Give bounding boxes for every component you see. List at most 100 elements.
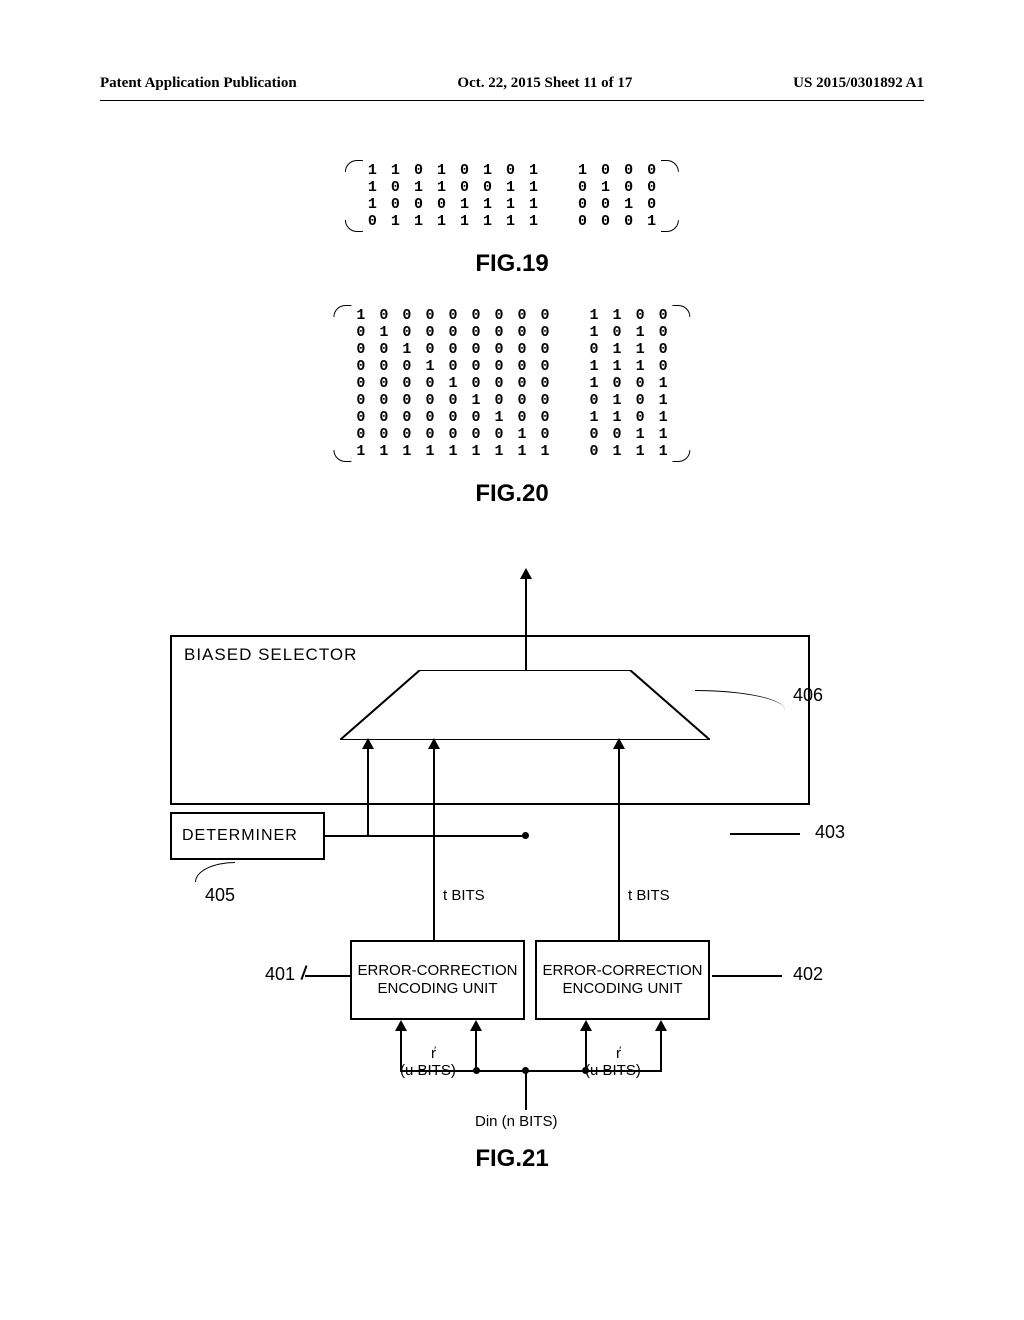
matrix-cell: 1	[659, 426, 668, 443]
matrix-row: 101100110100	[368, 179, 656, 196]
matrix-cell: 1	[613, 392, 622, 409]
biased-selector-label: BIASED SELECTOR	[184, 645, 357, 665]
matrix-cell: 0	[402, 375, 411, 392]
matrix-cell: 1	[402, 443, 411, 460]
tbits-right-label: t BITS	[628, 887, 670, 904]
matrix-cell: 0	[624, 213, 633, 230]
matrix-cell: 1	[483, 162, 492, 179]
ref-401-leader-h	[305, 975, 350, 977]
matrix-cell: 0	[402, 392, 411, 409]
matrix-cell: 0	[368, 213, 377, 230]
in-arrow-1-head	[395, 1020, 407, 1031]
ref-403: 403	[815, 822, 845, 843]
matrix-cell: 1	[379, 324, 388, 341]
matrix-cell: 1	[448, 443, 457, 460]
matrix-cell: 0	[391, 196, 400, 213]
ref-403-leader	[730, 833, 800, 835]
matrix-20: 1000000001100010000000101000100000001100…	[333, 305, 690, 462]
matrix-cell: 0	[518, 307, 527, 324]
matrix-cell: 0	[402, 324, 411, 341]
matrix-cell: 0	[471, 375, 480, 392]
matrix-cell: 0	[379, 392, 388, 409]
matrix-cell: 1	[590, 307, 599, 324]
matrix-cell: 0	[379, 358, 388, 375]
determiner-to-bus	[325, 835, 525, 837]
matrix-cell: 0	[448, 392, 457, 409]
matrix-cell: 1	[659, 443, 668, 460]
matrix-cell: 1	[391, 162, 400, 179]
fig-19-label: FIG.19	[475, 250, 548, 278]
junction-dot-1	[522, 832, 529, 839]
input-bus	[400, 1070, 662, 1072]
matrix-cell: 1	[601, 179, 610, 196]
matrix-cell: 1	[613, 409, 622, 426]
matrix-cell: 1	[471, 443, 480, 460]
matrix-cell: 1	[624, 196, 633, 213]
matrix-cell: 1	[437, 179, 446, 196]
matrix-cell: 1	[437, 213, 446, 230]
matrix-cell: 0	[518, 392, 527, 409]
r-accent-2: ′	[619, 1043, 622, 1058]
matrix-cell: 0	[518, 341, 527, 358]
matrix-cell: 0	[590, 392, 599, 409]
matrix-cell: 0	[659, 324, 668, 341]
matrix-cell: 1	[518, 426, 527, 443]
matrix-cell: 0	[402, 307, 411, 324]
matrix-cell: 0	[448, 409, 457, 426]
matrix-cell: 1	[368, 179, 377, 196]
tbits-right-line	[618, 740, 620, 940]
matrix-cell: 1	[613, 358, 622, 375]
matrix-row: 1111111110111	[356, 443, 667, 460]
matrix-cell: 0	[356, 426, 365, 443]
matrix-cell: 1	[529, 213, 538, 230]
matrix-cell: 0	[402, 409, 411, 426]
matrix-cell: 1	[659, 409, 668, 426]
matrix-cell: 0	[541, 358, 550, 375]
matrix-cell: 0	[613, 324, 622, 341]
matrix-cell: 0	[541, 307, 550, 324]
matrix-cell: 0	[613, 375, 622, 392]
matrix-cell: 0	[541, 341, 550, 358]
matrix-cell: 0	[613, 426, 622, 443]
matrix-cell: 0	[437, 196, 446, 213]
bus-dot-3	[582, 1067, 589, 1074]
in-arrow-3-head	[580, 1020, 592, 1031]
matrix-cell: 0	[425, 375, 434, 392]
tbits-left-head	[428, 738, 440, 749]
in-arrow-4-head	[655, 1020, 667, 1031]
matrix-cell: 0	[541, 409, 550, 426]
matrix-cell: 0	[448, 324, 457, 341]
matrix-cell: 0	[659, 307, 668, 324]
matrix-row: 0000100001001	[356, 375, 667, 392]
matrix-cell: 1	[437, 162, 446, 179]
matrix-row: 011111110001	[368, 213, 656, 230]
matrix-cell: 0	[647, 162, 656, 179]
matrix-cell: 1	[529, 179, 538, 196]
encoding-unit-1-label: ERROR-CORRECTION ENCODING UNIT	[358, 962, 518, 998]
matrix-cell: 0	[402, 358, 411, 375]
matrix-cell: 1	[402, 341, 411, 358]
matrix-cell: 1	[356, 443, 365, 460]
matrix-20-rows: 1000000001100010000000101000100000001100…	[351, 305, 672, 462]
matrix-cell: 1	[529, 162, 538, 179]
matrix-cell: 0	[448, 341, 457, 358]
ref-402-leader	[712, 975, 782, 977]
matrix-cell: 0	[356, 341, 365, 358]
bracket-right	[661, 160, 679, 232]
matrix-cell: 1	[636, 358, 645, 375]
matrix-cell: 0	[601, 196, 610, 213]
matrix-cell: 0	[494, 426, 503, 443]
matrix-cell: 0	[541, 426, 550, 443]
matrix-cell: 1	[613, 341, 622, 358]
matrix-cell: 0	[471, 426, 480, 443]
matrix-cell: 0	[379, 341, 388, 358]
encoding-unit-2: ERROR-CORRECTION ENCODING UNIT	[535, 940, 710, 1020]
matrix-cell: 0	[518, 324, 527, 341]
matrix-cell: 0	[518, 358, 527, 375]
matrix-cell: 1	[460, 196, 469, 213]
matrix-cell: 0	[356, 392, 365, 409]
matrix-cell: 0	[624, 179, 633, 196]
matrix-cell: 1	[368, 196, 377, 213]
matrix-cell: 0	[578, 196, 587, 213]
matrix-cell: 0	[356, 375, 365, 392]
